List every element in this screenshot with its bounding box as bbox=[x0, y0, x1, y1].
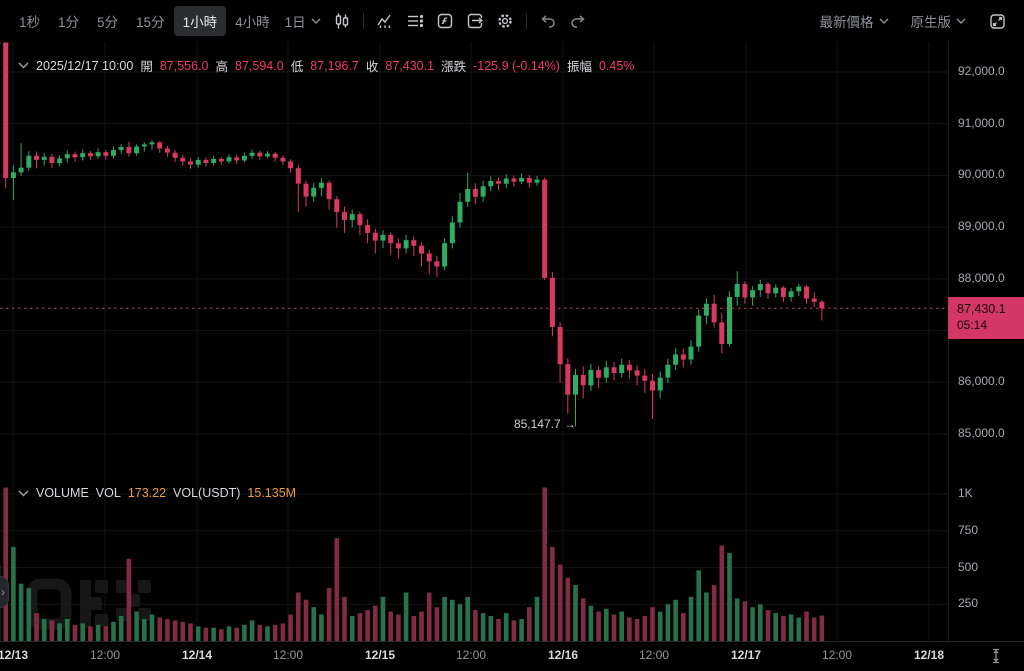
time-axis-label: 12/13 bbox=[0, 648, 29, 662]
redo-icon[interactable] bbox=[563, 7, 593, 35]
fullscreen-icon[interactable] bbox=[982, 7, 1012, 35]
right-arrow-icon: → bbox=[564, 417, 576, 431]
settings-gear-icon[interactable] bbox=[490, 7, 520, 35]
price-axis-label: 85,000.0 bbox=[958, 426, 1005, 440]
low-value: 87,196.7 bbox=[310, 58, 359, 73]
time-axis-label: 12:00 bbox=[821, 648, 853, 662]
volume-legend: VOLUME VOL 173.22 VOL(USDT) 15.135M bbox=[18, 486, 296, 500]
time-axis-label: 12:00 bbox=[272, 648, 304, 662]
toolbar-divider bbox=[362, 13, 364, 29]
time-axis-label: 12/14 bbox=[181, 648, 213, 662]
volume-axis-label: 250 bbox=[958, 596, 979, 611]
time-axis-label: 12:00 bbox=[638, 648, 670, 662]
change-value: -125.9 (-0.14%) bbox=[473, 58, 560, 73]
price-axis-border bbox=[948, 42, 949, 641]
compare-list-icon[interactable] bbox=[400, 7, 430, 35]
toolbar-divider bbox=[525, 13, 527, 29]
chevron-down-icon bbox=[879, 18, 888, 24]
pane-expand-handle[interactable]: › bbox=[0, 576, 9, 608]
time-axis-label: 12:00 bbox=[89, 648, 121, 662]
low-price-annotation: 85,147.7 → bbox=[500, 417, 576, 431]
price-axis-label: 91,000.0 bbox=[958, 115, 1005, 130]
volume-title: VOLUME bbox=[36, 486, 89, 500]
timeframe-more-dropdown[interactable]: 1日 bbox=[279, 6, 327, 36]
price-scale-reset-icon[interactable] bbox=[978, 644, 1014, 668]
price-axis-label: 86,000.0 bbox=[958, 374, 1005, 389]
script-formula-icon[interactable] bbox=[430, 7, 460, 35]
last-price-tag[interactable]: 87,430.1 05:14 bbox=[948, 297, 1024, 339]
time-axis-label: 12:00 bbox=[455, 648, 487, 662]
save-layout-icon[interactable] bbox=[460, 7, 490, 35]
vol-value: 173.22 bbox=[127, 486, 167, 500]
indicators-icon[interactable] bbox=[370, 7, 400, 35]
toolbar-right-controls: 最新價格 原生版 bbox=[814, 6, 1013, 36]
time-axis-label: 12/18 bbox=[913, 648, 945, 662]
low-price-text: 85,147.7 bbox=[513, 417, 561, 431]
price-mode-dropdown[interactable]: 最新價格 bbox=[814, 6, 895, 36]
last-price-value: 87,430.1 bbox=[957, 302, 1006, 316]
candle-datetime: 2025/12/17 10:00 bbox=[36, 58, 134, 73]
timeframe-1d-label: 1日 bbox=[284, 15, 306, 30]
timeframe-button-1[interactable]: 1分 bbox=[58, 15, 80, 30]
candle-countdown: 05:14 bbox=[957, 318, 988, 332]
high-value: 87,594.0 bbox=[235, 58, 284, 73]
price-axis-label: 92,000.0 bbox=[958, 64, 1005, 78]
vol-usdt-value: 15.135M bbox=[247, 486, 297, 500]
candlestick-style-icon[interactable] bbox=[327, 7, 357, 35]
volume-axis-label: 750 bbox=[958, 522, 979, 537]
collapse-pane-icon[interactable] bbox=[18, 62, 29, 69]
price-mode-label: 最新價格 bbox=[819, 15, 874, 30]
chevron-down-icon bbox=[311, 18, 321, 24]
undo-icon[interactable] bbox=[533, 7, 563, 35]
low-label: 低 bbox=[290, 60, 304, 74]
chart-version-label: 原生版 bbox=[910, 15, 952, 30]
vol-usdt-label: VOL(USDT) bbox=[173, 486, 241, 500]
chevron-down-icon bbox=[956, 18, 966, 24]
timeframe-group: 1秒 1分 5分 15分 1小時 4小時 bbox=[10, 6, 279, 36]
close-value: 87,430.1 bbox=[385, 58, 435, 73]
time-axis-label: 12/17 bbox=[730, 648, 762, 662]
volume-axis-label: 1K bbox=[958, 486, 973, 500]
open-value: 87,556.0 bbox=[159, 58, 209, 73]
watermark-logo bbox=[26, 578, 151, 630]
close-label: 收 bbox=[365, 60, 379, 74]
volume-axis-label: 500 bbox=[958, 559, 979, 574]
price-axis-label: 90,000.0 bbox=[958, 167, 1005, 182]
amplitude-label: 振幅 bbox=[566, 60, 592, 74]
vol-label: VOL bbox=[95, 486, 121, 500]
timeframe-button-0[interactable]: 1秒 bbox=[19, 15, 41, 30]
chart-version-dropdown[interactable]: 原生版 bbox=[905, 6, 973, 36]
time-axis-border bbox=[0, 641, 1024, 642]
chart-toolbar: 1秒 1分 5分 15分 1小時 4小時 1日 bbox=[0, 0, 1024, 42]
time-axis-label: 12/15 bbox=[364, 648, 396, 662]
time-axis-label: 12/16 bbox=[547, 648, 579, 662]
timeframe-button-5[interactable]: 4小時 bbox=[235, 15, 270, 30]
collapse-pane-icon[interactable] bbox=[18, 489, 29, 497]
high-label: 高 bbox=[215, 60, 229, 74]
open-label: 開 bbox=[140, 60, 153, 74]
timeframe-button-4[interactable]: 1小時 bbox=[173, 6, 227, 36]
amplitude-value: 0.45% bbox=[598, 58, 635, 73]
change-label: 漲跌 bbox=[441, 60, 467, 74]
timeframe-button-3[interactable]: 15分 bbox=[136, 15, 165, 30]
price-axis-label: 89,000.0 bbox=[958, 219, 1005, 234]
timeframe-button-2[interactable]: 5分 bbox=[97, 15, 119, 30]
price-axis-label: 88,000.0 bbox=[958, 270, 1005, 285]
ohlc-legend: 2025/12/17 10:00 開 87,556.0 高 87,594.0 低… bbox=[18, 56, 634, 75]
